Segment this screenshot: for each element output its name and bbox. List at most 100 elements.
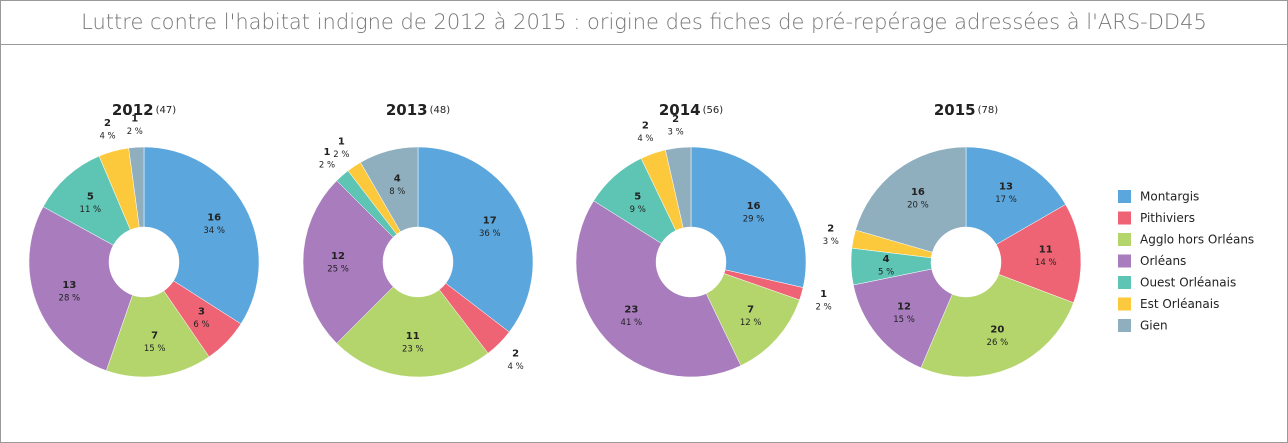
donut-slice (853, 268, 953, 369)
slice-count: 12 (331, 251, 345, 262)
donut-slice (105, 290, 210, 378)
slice-percent: 2 % (333, 150, 349, 160)
legend-swatch (1118, 319, 1131, 332)
slice-count: 20 (990, 325, 1004, 336)
pie-year: 2014 (659, 101, 701, 119)
legend-label: Orléans (1140, 254, 1186, 268)
legend-label: Est Orléanais (1140, 297, 1219, 311)
donut-slice (920, 274, 1074, 378)
slice-percent: 23 % (402, 344, 424, 354)
slice-percent: 25 % (327, 265, 349, 275)
slice-count: 1 (338, 136, 345, 147)
slice-percent: 2 % (127, 127, 143, 137)
slice-percent: 6 % (193, 320, 209, 330)
slice-count: 7 (747, 304, 754, 315)
donut-slice (143, 146, 260, 325)
slice-percent: 17 % (995, 195, 1017, 205)
pie-title: 2013 (48) (386, 101, 450, 119)
donut-slice (965, 146, 1066, 245)
donut-slice (665, 146, 692, 229)
donut-slice (417, 146, 534, 333)
slice-percent: 12 % (740, 318, 762, 328)
slice-count: 2 (827, 223, 834, 234)
slice-percent: 4 % (507, 362, 523, 372)
legend-swatch (1118, 297, 1131, 311)
legend-swatch (1118, 233, 1131, 246)
slice-count: 11 (1039, 245, 1053, 256)
pie-title: 2012 (47) (112, 101, 176, 119)
slice-count: 2 (672, 114, 679, 125)
donut-slice (28, 206, 133, 371)
legend-swatch (1118, 190, 1131, 203)
slice-percent: 20 % (907, 201, 929, 211)
legend-swatch (1118, 211, 1131, 225)
slice-count: 11 (406, 331, 420, 342)
slice-count: 16 (747, 201, 761, 212)
slice-percent: 34 % (203, 226, 225, 236)
donut-slice (128, 146, 145, 228)
legend-swatch (1118, 254, 1131, 268)
slice-count: 7 (151, 330, 158, 341)
pie-year: 2012 (112, 101, 154, 119)
legend-swatch (1118, 276, 1131, 289)
page-title: Luttre contre l'habitat indigne de 2012 … (81, 10, 1207, 34)
slice-percent: 2 % (319, 161, 335, 171)
pie-total: (56) (703, 105, 724, 116)
slice-count: 13 (62, 280, 76, 291)
slice-count: 5 (634, 191, 641, 202)
slice-percent: 4 % (99, 131, 115, 141)
slice-count: 5 (87, 192, 94, 203)
pie-year: 2013 (386, 101, 428, 119)
slice-percent: 14 % (1035, 258, 1057, 268)
pie-year: 2015 (934, 101, 976, 119)
donut-slice (575, 200, 742, 378)
legend-label: Ouest Orléanais (1140, 276, 1236, 290)
slice-percent: 28 % (59, 293, 81, 303)
slice-percent: 3 % (667, 127, 683, 137)
slice-count: 1 (324, 147, 331, 158)
slice-percent: 41 % (621, 318, 643, 328)
legend-label: Agglo hors Orléans (1140, 233, 1254, 247)
pie-total: (78) (978, 105, 999, 116)
slice-percent: 8 % (389, 187, 405, 197)
slice-count: 1 (820, 289, 827, 300)
slice-count: 4 (394, 174, 401, 185)
donut-slice (360, 146, 419, 233)
donut-slice (336, 286, 489, 378)
slice-count: 16 (911, 187, 925, 198)
legend-label: Pithiviers (1140, 211, 1195, 225)
pie-title: 2014 (56) (659, 101, 723, 119)
slice-count: 12 (897, 302, 911, 313)
slice-percent: 5 % (878, 268, 894, 278)
slice-count: 16 (207, 213, 221, 224)
pie-total: (48) (430, 105, 451, 116)
slice-percent: 11 % (80, 205, 102, 215)
slice-percent: 26 % (987, 338, 1009, 348)
slice-count: 2 (104, 118, 111, 129)
slice-percent: 29 % (743, 215, 765, 225)
slice-percent: 15 % (144, 344, 166, 354)
donut-slice (855, 146, 967, 253)
slice-count: 4 (883, 254, 890, 265)
slice-percent: 4 % (637, 134, 653, 144)
donut-slice (705, 273, 800, 366)
pie-title: 2015 (78) (934, 101, 998, 119)
slice-count: 1 (131, 113, 138, 124)
legend-label: Gien (1140, 319, 1168, 333)
slice-percent: 36 % (479, 229, 501, 239)
slice-count: 3 (198, 307, 205, 318)
slice-count: 2 (642, 121, 649, 132)
header-box (0, 0, 1288, 45)
pie-total: (47) (156, 105, 177, 116)
legend-label: Montargis (1140, 190, 1199, 204)
donut-slice (995, 204, 1082, 304)
slice-percent: 2 % (816, 303, 832, 313)
slice-percent: 15 % (893, 315, 915, 325)
slice-percent: 3 % (823, 237, 839, 247)
slice-count: 2 (512, 349, 519, 360)
slice-percent: 9 % (630, 205, 646, 215)
slice-count: 23 (624, 304, 638, 315)
donut-slice (690, 146, 807, 288)
slice-count: 13 (999, 182, 1013, 193)
